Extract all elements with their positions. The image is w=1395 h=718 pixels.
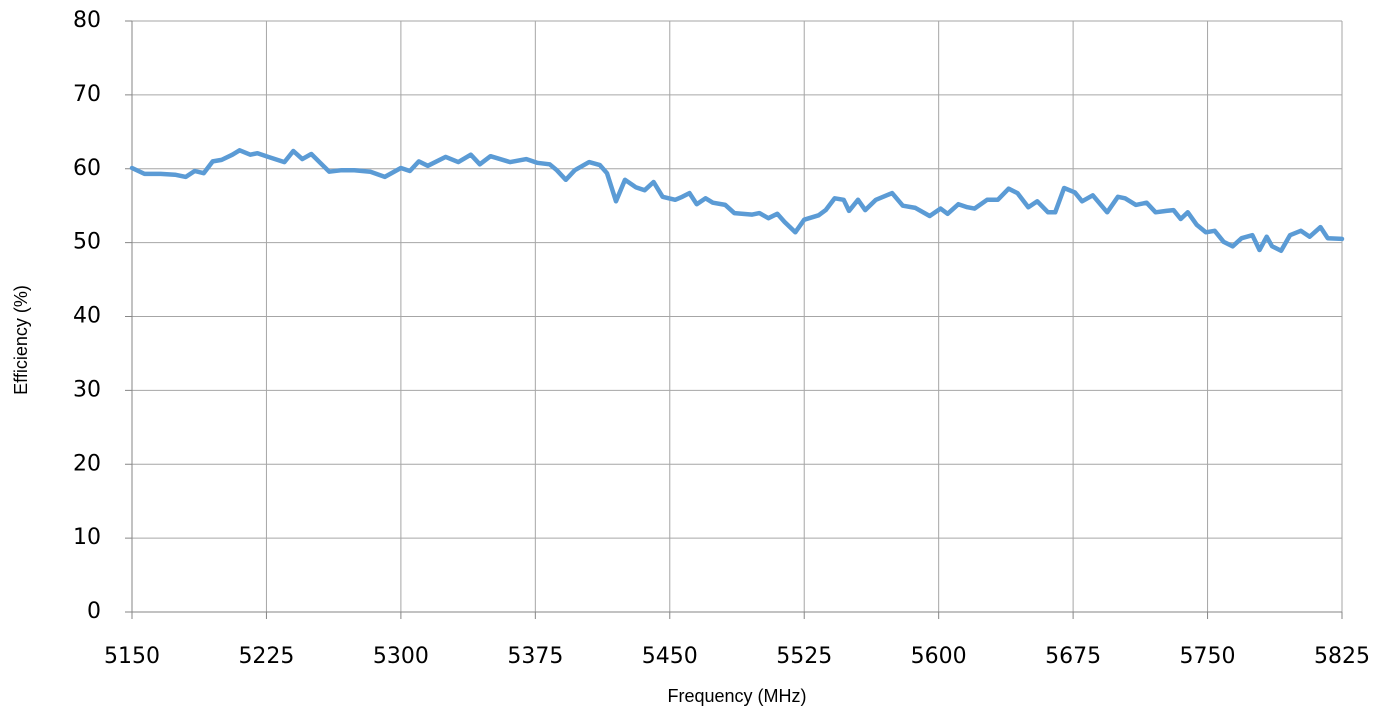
x-tick-label: 5525 bbox=[776, 644, 832, 669]
y-tick-label: 60 bbox=[73, 156, 101, 181]
x-tick-label: 5375 bbox=[507, 644, 563, 669]
x-tick-label: 5600 bbox=[911, 644, 967, 669]
y-tick-label: 40 bbox=[73, 304, 101, 329]
y-axis-title: Efficiency (%) bbox=[11, 285, 31, 395]
x-tick-label: 5225 bbox=[238, 644, 294, 669]
x-tick-label: 5750 bbox=[1180, 644, 1236, 669]
y-tick-label: 50 bbox=[73, 230, 101, 255]
data-line bbox=[129, 148, 1345, 254]
x-tick-label: 5675 bbox=[1045, 644, 1101, 669]
x-tick-label: 5300 bbox=[373, 644, 429, 669]
y-tick-label: 10 bbox=[73, 525, 101, 550]
x-axis-title: Frequency (MHz) bbox=[667, 686, 806, 706]
y-tick-label: 20 bbox=[73, 451, 101, 476]
y-tick-label: 80 bbox=[73, 8, 101, 33]
y-tick-label: 0 bbox=[87, 599, 101, 624]
x-tick-label: 5450 bbox=[642, 644, 698, 669]
y-tick-label: 30 bbox=[73, 377, 101, 402]
y-tick-label: 70 bbox=[73, 82, 101, 107]
x-tick-label: 5150 bbox=[104, 644, 160, 669]
x-tick-label: 5825 bbox=[1314, 644, 1370, 669]
